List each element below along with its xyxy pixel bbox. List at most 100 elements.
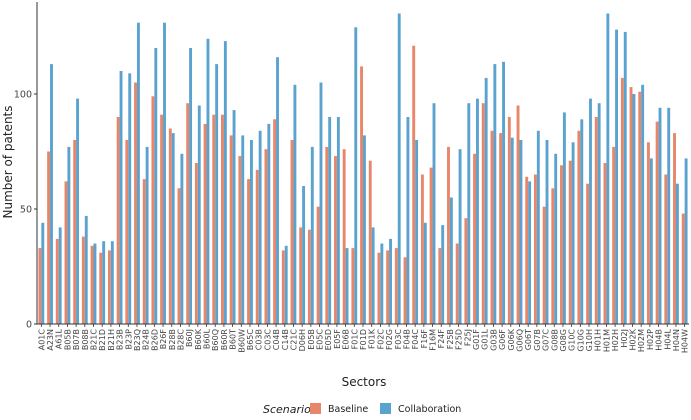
x-tick-label-b60w: B60W — [237, 329, 246, 353]
bar-baseline-c04b — [273, 119, 277, 324]
bar-baseline-h02p — [646, 142, 650, 324]
bar-collaboration-b60l — [206, 38, 210, 325]
x-tick-label-g08g: G08G — [559, 329, 568, 352]
x-tick-label-f24f: F24F — [437, 329, 446, 349]
bar-baseline-f01k — [368, 160, 372, 324]
x-tick-label-f02g: F02G — [385, 329, 394, 350]
bar-baseline-h02j — [620, 77, 624, 325]
bar-collaboration-h04b — [658, 107, 662, 324]
bar-baseline-c03c — [264, 149, 268, 324]
x-tick-label-a61l: A61L — [55, 328, 64, 349]
bar-collaboration-g08g — [562, 112, 566, 325]
bar-collaboration-b60t — [232, 110, 236, 324]
x-tick-label-c14b: C14B — [281, 329, 290, 350]
bar-collaboration-g06k — [510, 137, 514, 324]
bar-baseline-a61l — [55, 238, 59, 324]
bar-baseline-f02g — [386, 250, 390, 324]
x-tick-label-h02m: H02M — [637, 329, 646, 352]
x-tick-label-h02p: H02P — [646, 329, 655, 350]
bar-collaboration-h01h — [597, 103, 601, 324]
bar-baseline-e05f — [334, 156, 337, 324]
bar-collaboration-d06h — [302, 186, 306, 324]
bar-collaboration-f03c — [397, 13, 401, 324]
x-tick-label-f01d: F01D — [359, 329, 368, 350]
bar-collaboration-b60r — [223, 41, 227, 324]
x-tick-label-f04c: F04C — [411, 329, 420, 350]
bar-collaboration-f02c — [380, 243, 384, 324]
x-tick-label-g06k: G06K — [507, 328, 516, 350]
bar-collaboration-h04n — [675, 183, 679, 324]
bar-baseline-f24f — [438, 248, 442, 324]
bar-baseline-b60l — [203, 123, 207, 325]
x-tick-label-g03b: G03B — [489, 329, 498, 351]
x-tick-label-d06h: D06H — [298, 329, 307, 351]
bar-collaboration-g10c — [571, 142, 575, 324]
bar-collaboration-h01m — [606, 13, 610, 324]
y-tick-label: 0 — [26, 320, 32, 331]
x-tick-label-b28b: B28B — [168, 329, 177, 350]
bar-baseline-g10c — [568, 160, 572, 324]
bar-collaboration-b60k — [197, 105, 201, 324]
bar-baseline-b60w — [238, 156, 242, 324]
bar-baseline-g06k — [507, 117, 511, 324]
legend-label-baseline: Baseline — [328, 404, 368, 415]
bar-collaboration-h02k — [632, 94, 636, 324]
bar-baseline-c03b — [255, 169, 259, 324]
bar-collaboration-b23b — [119, 71, 123, 324]
legend: Scenario Baseline Collaboration — [263, 403, 461, 416]
bar-baseline-h04w — [681, 213, 685, 324]
bar-baseline-h01h — [594, 117, 598, 324]
bar-baseline-e05d — [325, 146, 329, 324]
bar-baseline-f25d — [455, 243, 459, 324]
bar-baseline-h04b — [655, 121, 659, 324]
bar-collaboration-b24b — [145, 146, 149, 324]
x-tick-label-h01h: H01H — [594, 329, 603, 351]
bar-baseline-g03b — [490, 130, 494, 324]
y-tick-label: 50 — [20, 205, 32, 216]
x-tick-label-b21d: B21D — [98, 329, 107, 351]
bar-baseline-f04c — [412, 45, 416, 324]
bar-collaboration-g01l — [484, 77, 488, 325]
bar-baseline-g10h — [586, 183, 590, 324]
x-tick-label-b23q: B23Q — [133, 329, 142, 351]
x-tick-label-b65c: B65C — [246, 329, 255, 351]
x-tick-label-g10h: G10H — [585, 329, 594, 351]
bar-collaboration-f25b — [449, 197, 453, 324]
bar-baseline-h02k — [629, 87, 633, 324]
bar-baseline-c14b — [281, 250, 285, 324]
x-tick-label-h04b: H04B — [655, 329, 664, 351]
bar-collaboration-h02h — [615, 29, 619, 324]
x-tick-label-b60k: B60K — [194, 328, 203, 350]
bar-collaboration-b05b — [67, 146, 71, 324]
x-tick-label-b60j: B60J — [185, 329, 194, 347]
bar-baseline-f02c — [377, 252, 381, 324]
x-tick-label-f01c: F01C — [350, 329, 359, 350]
bar-collaboration-h02j — [623, 31, 627, 325]
x-tick-label-g07c: G07C — [542, 329, 551, 351]
bar-baseline-f16f — [420, 174, 424, 324]
x-tick-label-b24b: B24B — [142, 329, 151, 350]
bar-baseline-g10g — [577, 130, 581, 324]
bar-collaboration-f24f — [441, 225, 445, 324]
bar-baseline-b08b — [81, 236, 85, 324]
bar-baseline-b21c — [90, 245, 94, 324]
bar-baseline-f25j — [464, 218, 468, 324]
legend-title: Scenario — [263, 403, 311, 416]
x-tick-label-f25d: F25D — [455, 329, 464, 350]
bar-collaboration-b60j — [189, 48, 193, 324]
bar-baseline-g01l — [481, 103, 485, 324]
x-tick-label-b28c: B28C — [176, 329, 185, 351]
bar-baseline-c21c — [290, 140, 294, 324]
bar-collaboration-g03b — [493, 64, 497, 324]
bar-collaboration-h02m — [641, 84, 645, 324]
x-tick-label-g06q: G06Q — [515, 329, 524, 352]
x-tick-label-f16m: F16M — [429, 329, 438, 351]
bar-collaboration-h04l — [667, 107, 671, 324]
bar-baseline-f03c — [394, 248, 398, 324]
bar-collaboration-a23n — [50, 64, 53, 324]
bar-collaboration-c21c — [293, 84, 297, 324]
x-tick-label-h02h: H02H — [611, 329, 620, 351]
bar-collaboration-b23p — [128, 73, 132, 324]
x-axis-title: Sectors — [342, 375, 387, 389]
bar-baseline-f04b — [403, 257, 407, 324]
